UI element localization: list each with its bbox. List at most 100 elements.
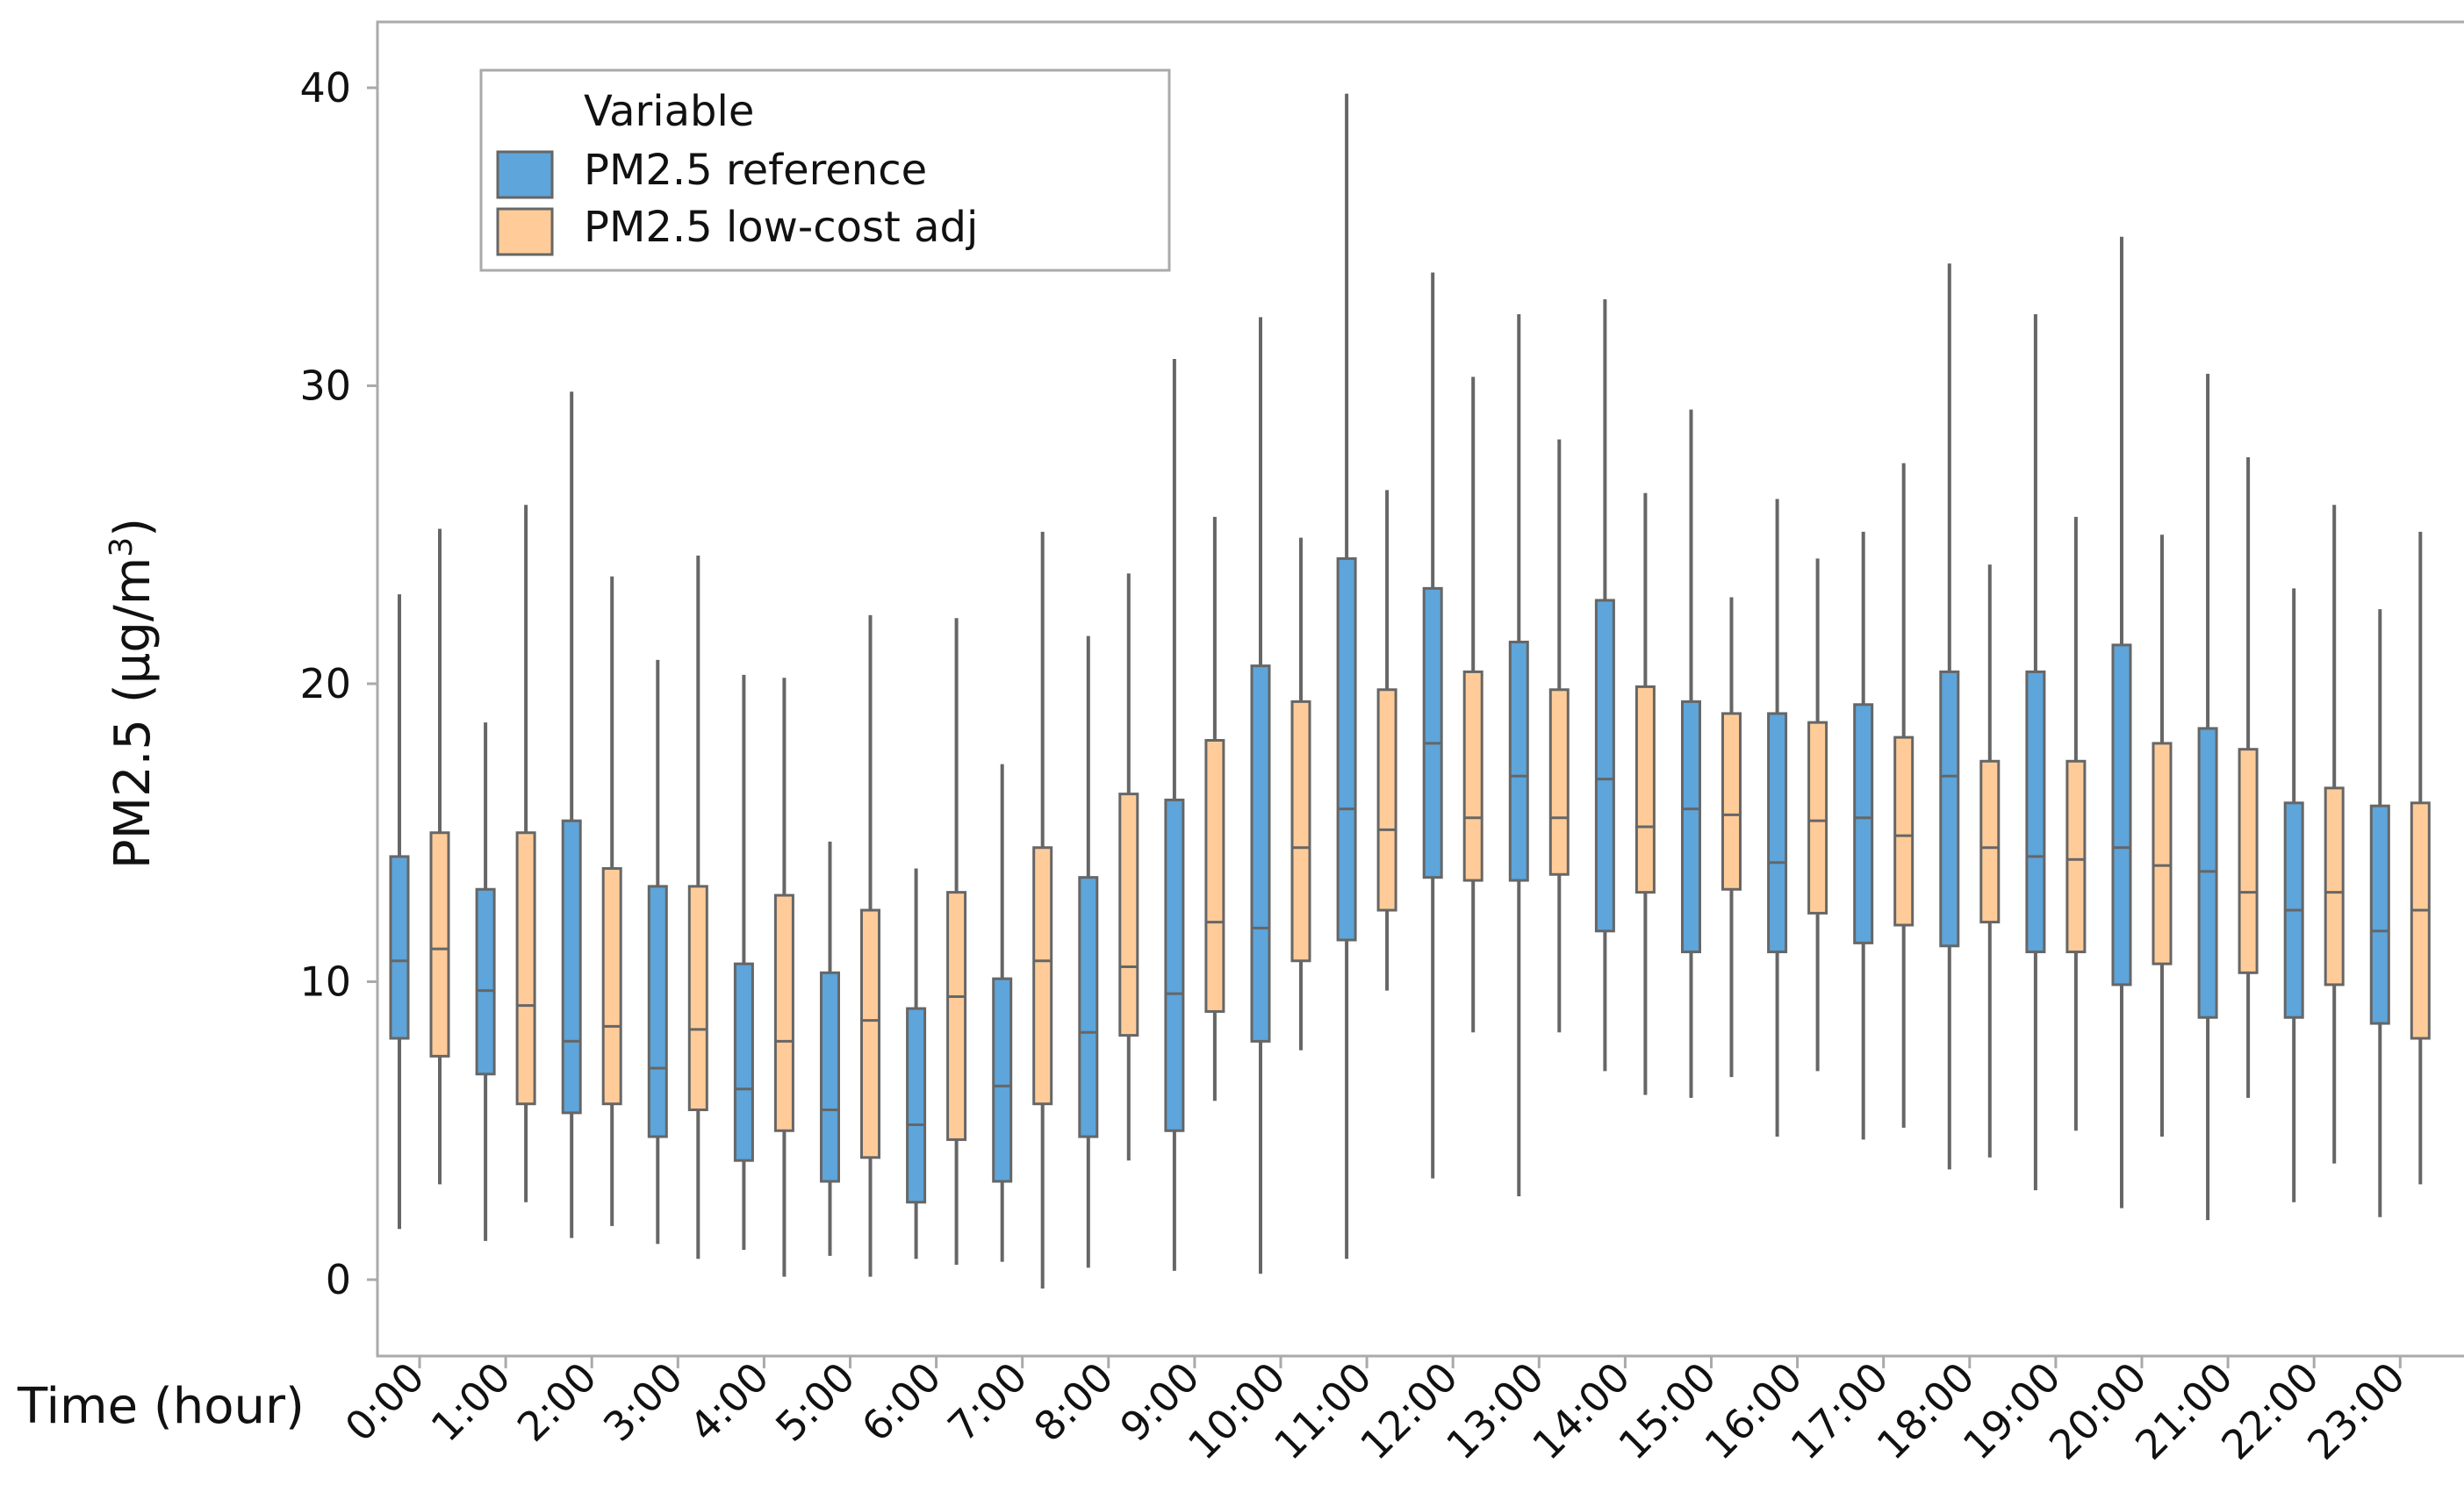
box-iqr (1164, 798, 1185, 1132)
box-reference (1508, 314, 1529, 1196)
box-iqr (1767, 712, 1788, 954)
box-iqr (1336, 556, 1357, 942)
box-reference (1767, 499, 1788, 1137)
box-reference (2111, 236, 2132, 1209)
box-reference (561, 391, 582, 1238)
box-lowcost (601, 576, 622, 1226)
box-lowcost (1376, 490, 1397, 991)
legend-box (479, 68, 1171, 272)
box-lowcost (1462, 377, 1483, 1033)
box-iqr (820, 971, 840, 1183)
box-reference (1336, 93, 1357, 1259)
box-lowcost (2152, 535, 2173, 1137)
box-lowcost (2324, 505, 2345, 1164)
y-axis-title-base: PM2.5 (µg/m (104, 557, 162, 869)
box-lowcost (1634, 492, 1656, 1095)
box-reference (1164, 358, 1185, 1271)
box-lowcost (860, 614, 880, 1277)
x-tick-label: 22:00 (2212, 1353, 2328, 1469)
box-lowcost (1893, 463, 1914, 1128)
box-iqr (2369, 804, 2390, 1025)
box-reference (1250, 317, 1271, 1274)
box-iqr (687, 885, 708, 1111)
box-lowcost (1979, 564, 2001, 1158)
box-lowcost (687, 556, 708, 1259)
box-lowcost (1548, 439, 1570, 1033)
y-axis: 0 10 20 30 40 (299, 64, 377, 1303)
box-iqr (475, 887, 496, 1076)
box-iqr (1462, 670, 1483, 882)
box-iqr (2152, 742, 2173, 965)
legend-swatch-reference (496, 150, 554, 199)
box-reference (1078, 635, 1099, 1268)
box-lowcost (773, 678, 794, 1277)
x-tick-label: 19:00 (1954, 1353, 2070, 1469)
x-tick-label: 12:00 (1351, 1353, 1467, 1469)
box-iqr (2111, 643, 2132, 987)
y-tick-label: 30 (299, 362, 351, 410)
box-iqr (1078, 876, 1099, 1138)
legend-title: Variable (584, 87, 754, 136)
box-iqr (2025, 670, 2046, 954)
box-reference (1594, 299, 1615, 1072)
plot-frame (376, 20, 2464, 1358)
box-iqr (561, 819, 582, 1115)
box-iqr (906, 1007, 927, 1204)
box-lowcost (1721, 597, 1742, 1078)
box-reference (906, 868, 927, 1259)
box-iqr (2197, 727, 2218, 1019)
box-iqr (1681, 700, 1701, 954)
legend-label-reference: PM2.5 reference (584, 146, 927, 195)
box-iqr (389, 855, 410, 1040)
box-iqr (1118, 793, 1139, 1037)
box-reference (2197, 373, 2218, 1221)
box-lowcost (1204, 516, 1225, 1102)
x-tick-label: 20:00 (2040, 1353, 2156, 1469)
x-tick-label: 18:00 (1868, 1353, 1984, 1469)
box-iqr (1250, 664, 1271, 1043)
box-lowcost (2410, 531, 2431, 1185)
y-tick-label: 0 (326, 1256, 351, 1303)
x-tick-label: 10:00 (1179, 1353, 1295, 1469)
box-iqr (992, 977, 1013, 1183)
box-iqr (1721, 712, 1742, 891)
x-tick-label: 15:00 (1609, 1353, 1725, 1469)
box-iqr (647, 885, 668, 1138)
box-reference (1422, 272, 1443, 1179)
box-lowcost (429, 528, 450, 1185)
box-iqr (1853, 703, 1874, 944)
box-reference (2369, 609, 2390, 1217)
y-tick-label: 20 (299, 660, 351, 707)
box-iqr (946, 891, 967, 1141)
box-reference (1853, 531, 1874, 1140)
box-iqr (1939, 670, 1960, 948)
box-reference (2025, 314, 2046, 1191)
legend: Variable PM2.5 reference PM2.5 low-cost … (479, 68, 1171, 272)
box-reference (647, 659, 668, 1245)
x-tick-label: 21:00 (2126, 1353, 2242, 1469)
box-iqr (733, 962, 754, 1162)
x-tick-label: 23:00 (2298, 1353, 2414, 1469)
box-iqr (1594, 599, 1615, 933)
box-iqr (429, 831, 450, 1058)
box-iqr (1032, 846, 1053, 1106)
box-iqr (1508, 640, 1529, 882)
box-iqr (1204, 739, 1225, 1013)
y-axis-title-sup: 3 (104, 537, 140, 557)
box-reference (733, 674, 754, 1251)
legend-label-lowcost: PM2.5 low-cost adj (584, 203, 978, 252)
box-iqr (1634, 685, 1656, 894)
box-lowcost (946, 618, 967, 1266)
box-iqr (860, 908, 880, 1159)
box-lowcost (1118, 573, 1139, 1161)
box-iqr (1290, 700, 1311, 963)
x-tick-label: 17:00 (1782, 1353, 1898, 1469)
box-reference (992, 764, 1013, 1262)
box-lowcost (2238, 456, 2259, 1098)
box-iqr (1548, 688, 1570, 876)
box-reference (820, 841, 840, 1256)
box-lowcost (1032, 531, 1053, 1289)
y-axis-title: PM2.5 (µg/m3) (104, 518, 162, 869)
box-iqr (1979, 759, 2001, 924)
y-axis-title-close: ) (104, 518, 162, 537)
